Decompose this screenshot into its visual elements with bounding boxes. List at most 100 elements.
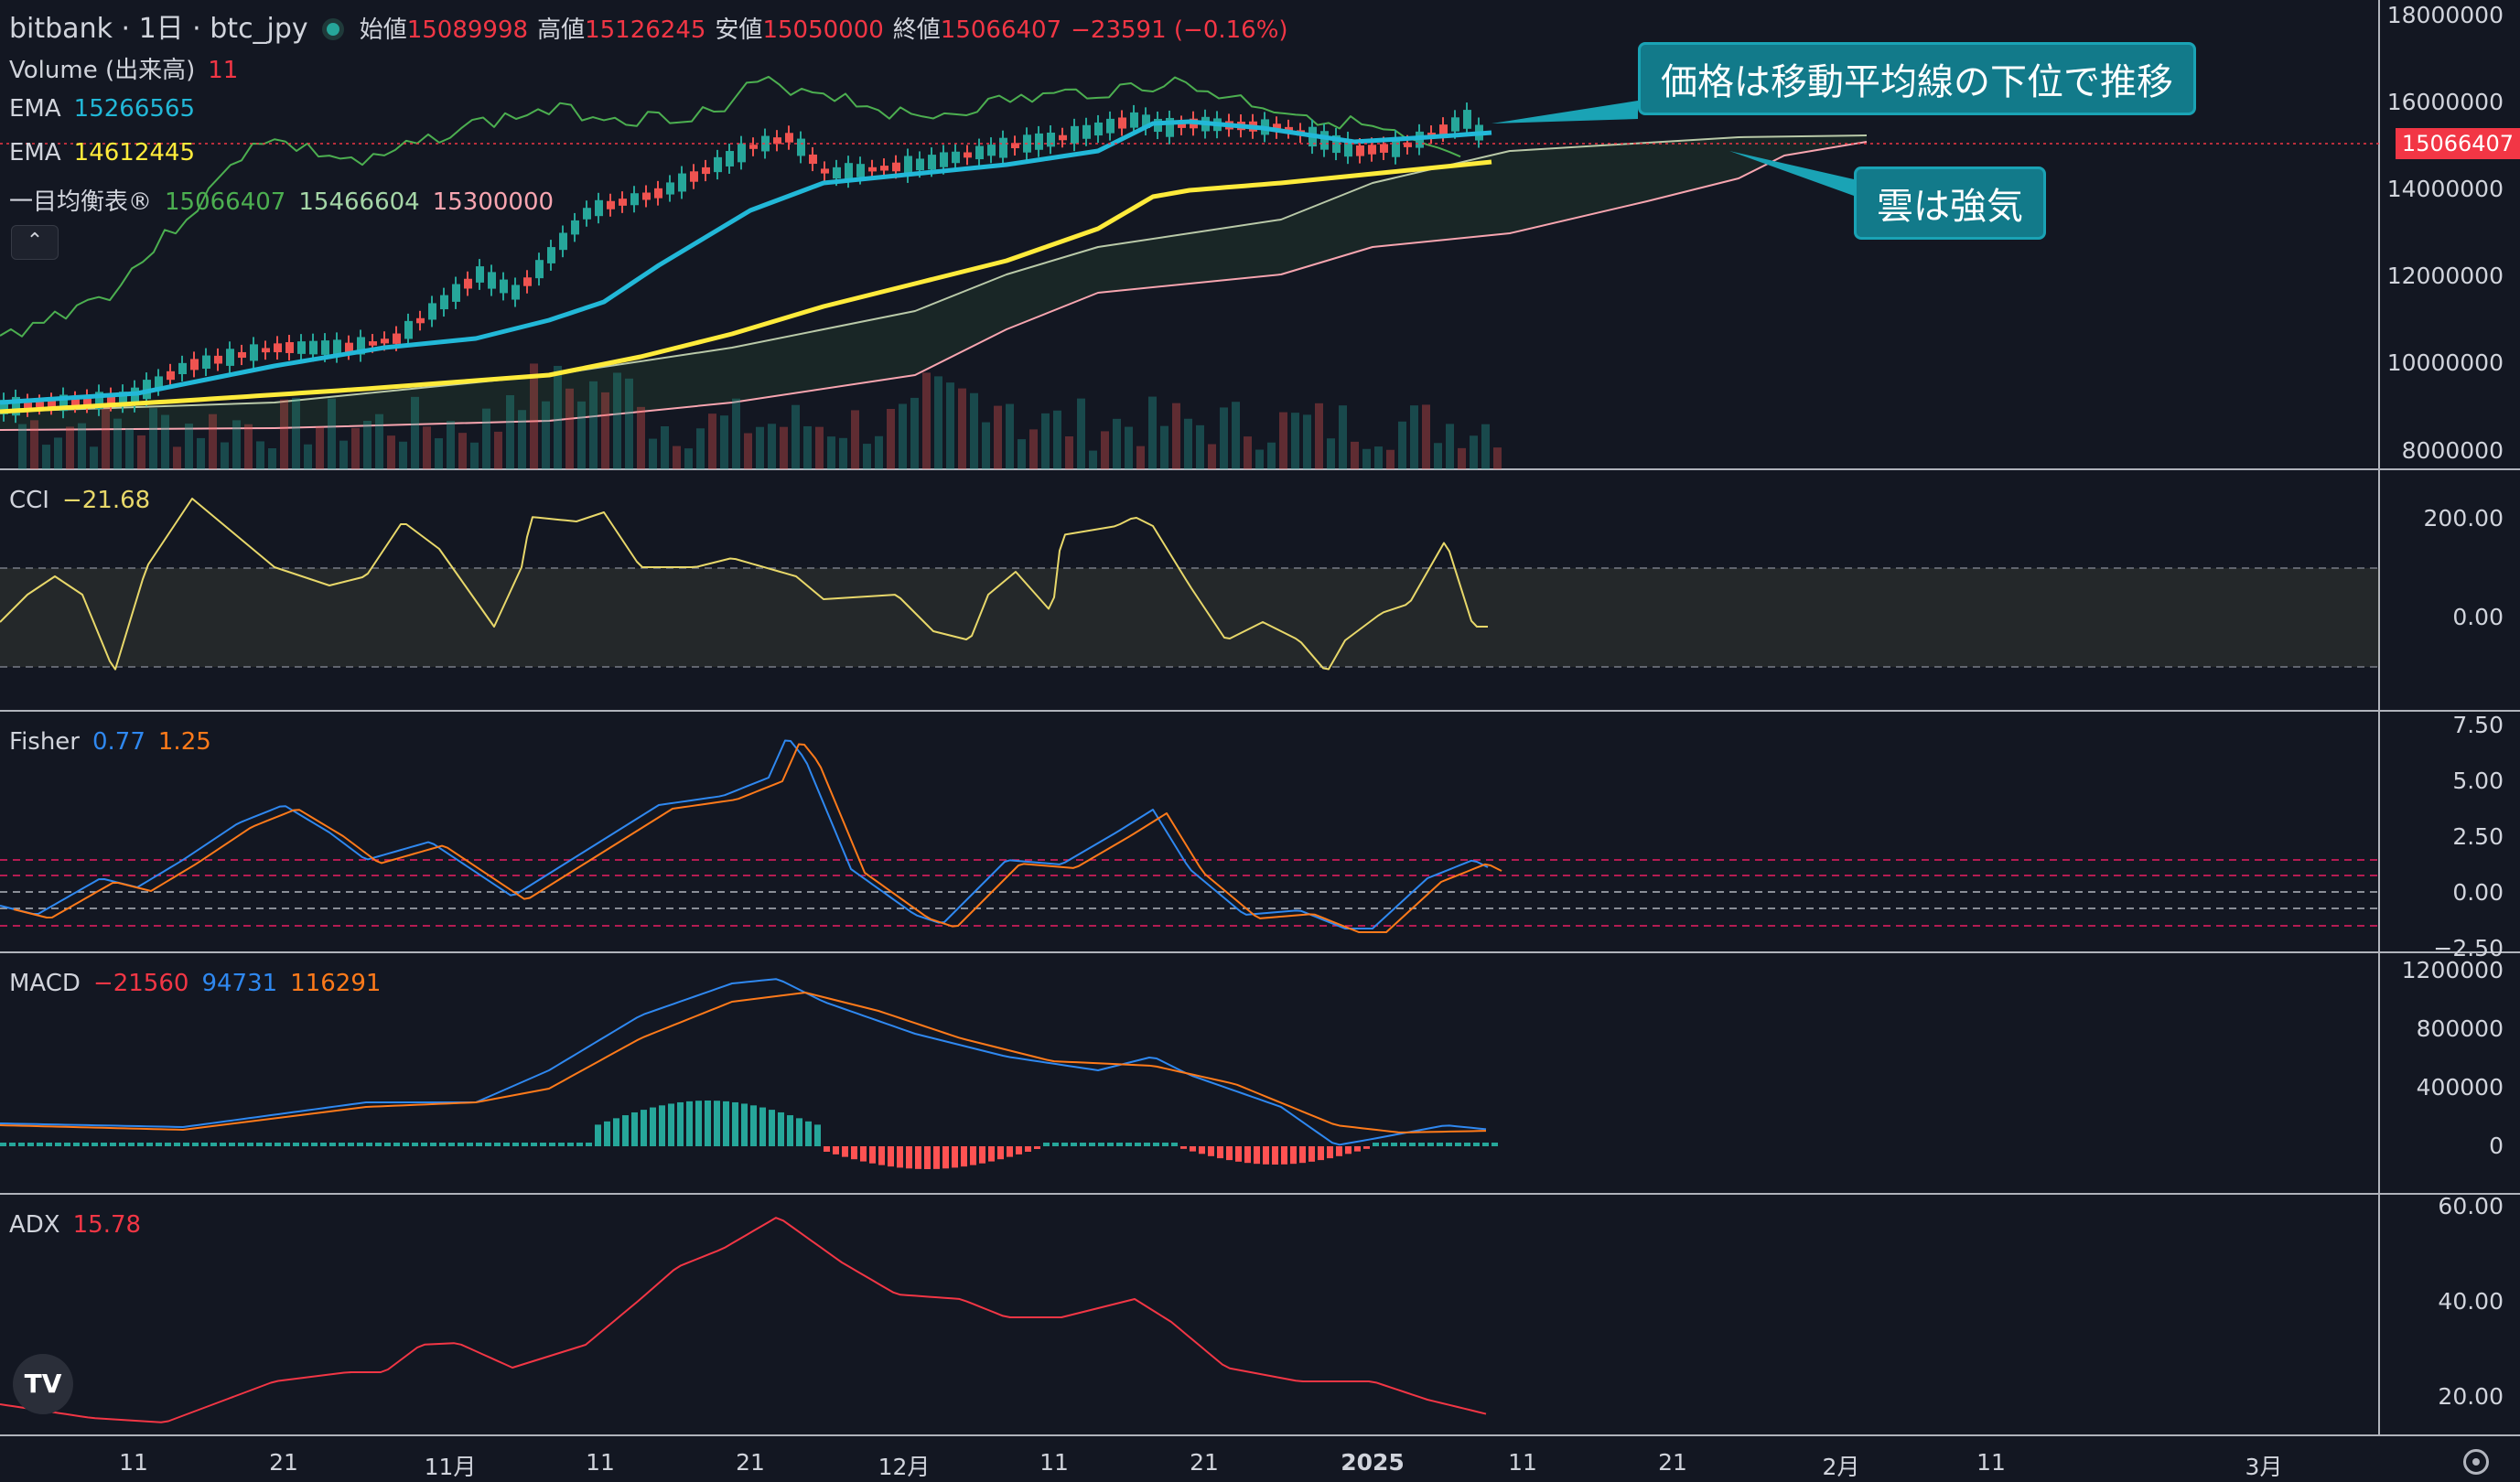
adx-value: 15.78	[72, 1211, 142, 1239]
time-axis-label: 11	[1039, 1449, 1069, 1476]
volume-bar	[1279, 412, 1287, 469]
macd-legend[interactable]: MACD −21560 94731 116291	[9, 970, 393, 997]
candle	[155, 376, 163, 389]
volume-bar	[1041, 413, 1050, 469]
macd-histogram-bar	[1116, 1143, 1123, 1146]
macd-histogram-bar	[1418, 1143, 1425, 1146]
chevron-up-icon[interactable]: ⌃	[11, 225, 59, 260]
symbol-header[interactable]: bitbank · 1日 · btc_jpy 始値15089998 高値151262…	[9, 5, 1298, 46]
macd-histogram-bar	[586, 1143, 592, 1146]
ema-slow-legend[interactable]: EMA 14612445	[9, 139, 208, 166]
candle	[1142, 114, 1150, 128]
macd-histogram-bar	[933, 1146, 940, 1169]
macd-axis-label: 1200000	[2401, 957, 2504, 983]
close-value: 15066407	[940, 16, 1062, 44]
price-axis-label: 12000000	[2386, 263, 2504, 289]
macd-histogram-bar	[467, 1143, 473, 1146]
volume-bar	[970, 392, 978, 469]
fisher-legend[interactable]: Fisher 0.77 1.25	[9, 728, 224, 756]
symbol-title[interactable]: bitbank · 1日 · btc_jpy	[9, 13, 308, 45]
macd-histogram-bar	[1437, 1143, 1443, 1146]
macd-value-1: −21560	[92, 970, 189, 997]
candle	[547, 247, 555, 263]
macd-histogram-bar	[659, 1105, 665, 1146]
volume-bar	[1398, 421, 1406, 469]
macd-histogram-bar	[1382, 1143, 1388, 1146]
cci-band	[0, 568, 2379, 667]
price-axis-label: 14000000	[2386, 176, 2504, 202]
callout-pointer	[1729, 151, 1854, 196]
volume-bar	[458, 433, 467, 469]
volume-bar	[42, 445, 50, 469]
macd-histogram-bar	[869, 1146, 876, 1164]
candle	[357, 337, 365, 355]
macd-histogram-bar	[769, 1110, 775, 1146]
volume-bar	[589, 381, 598, 469]
volume-bar	[780, 426, 788, 469]
volume-bar	[815, 426, 824, 469]
candle	[1451, 117, 1459, 132]
candle	[107, 394, 115, 404]
ema-fast-legend[interactable]: EMA 15266565	[9, 95, 208, 123]
volume-legend[interactable]: Volume (出来高) 11	[9, 51, 251, 85]
volume-bar	[518, 410, 526, 469]
candle	[59, 394, 68, 412]
volume-bar	[411, 396, 419, 469]
volume-bar	[197, 437, 205, 469]
adx-legend[interactable]: ADX 15.78	[9, 1211, 154, 1239]
macd-histogram-bar	[1007, 1146, 1013, 1157]
volume-bar	[173, 446, 181, 469]
volume-bar	[470, 442, 479, 469]
candle	[309, 340, 318, 355]
volume-bar	[1481, 424, 1490, 469]
volume-bar	[328, 398, 336, 469]
candle	[523, 277, 532, 286]
volume-bar	[982, 422, 990, 469]
macd-histogram-bar	[393, 1143, 400, 1146]
candle	[1178, 123, 1186, 128]
candle	[1094, 122, 1103, 136]
macd-histogram-bar	[787, 1115, 793, 1146]
cci-legend[interactable]: CCI −21.68	[9, 487, 163, 514]
ichimoku-value-3: 15300000	[432, 188, 555, 216]
candle	[1356, 145, 1364, 156]
volume-bar	[1434, 443, 1442, 469]
ema-fast-line	[0, 119, 1492, 405]
close-label: 終値	[892, 16, 941, 44]
macd-histogram-bar	[329, 1143, 336, 1146]
candle	[333, 339, 341, 356]
candle	[1059, 134, 1067, 141]
candle	[1332, 134, 1341, 154]
macd-histogram-bar	[146, 1143, 153, 1146]
ema-fast-value: 15266565	[73, 95, 195, 123]
volume-bar	[1351, 441, 1359, 469]
candle	[119, 392, 127, 406]
volume-bar	[113, 418, 122, 469]
volume-bar	[1458, 447, 1466, 469]
macd-histogram-bar	[110, 1143, 116, 1146]
volume-bar	[137, 435, 145, 469]
candle	[571, 220, 579, 235]
candle	[131, 387, 139, 405]
macd-histogram-bar	[567, 1143, 574, 1146]
volume-bar	[363, 420, 372, 469]
annotation-price-below-ma[interactable]: 価格は移動平均線の下位で推移	[1638, 42, 2196, 115]
macd-line	[0, 978, 1487, 1146]
annotation-cloud-bullish[interactable]: 雲は強気	[1854, 166, 2046, 240]
macd-histogram-bar	[558, 1143, 565, 1146]
macd-histogram-bar	[1199, 1146, 1205, 1154]
time-axis-label: 11	[1976, 1449, 2006, 1476]
ichimoku-span-b	[0, 141, 1868, 431]
volume-bar	[90, 446, 98, 469]
volume-bar	[1196, 424, 1204, 469]
macd-histogram-bar	[1144, 1143, 1150, 1146]
settings-icon[interactable]	[2463, 1449, 2489, 1475]
candle	[1106, 118, 1115, 134]
macd-histogram-bar	[677, 1101, 684, 1146]
volume-bar	[934, 376, 942, 469]
volume-bar	[1267, 442, 1276, 469]
macd-histogram-bar	[37, 1143, 43, 1146]
ichimoku-legend[interactable]: 一目均衡表® 15066407 15466604 15300000	[9, 183, 566, 217]
tradingview-logo[interactable]: TV	[13, 1354, 73, 1414]
